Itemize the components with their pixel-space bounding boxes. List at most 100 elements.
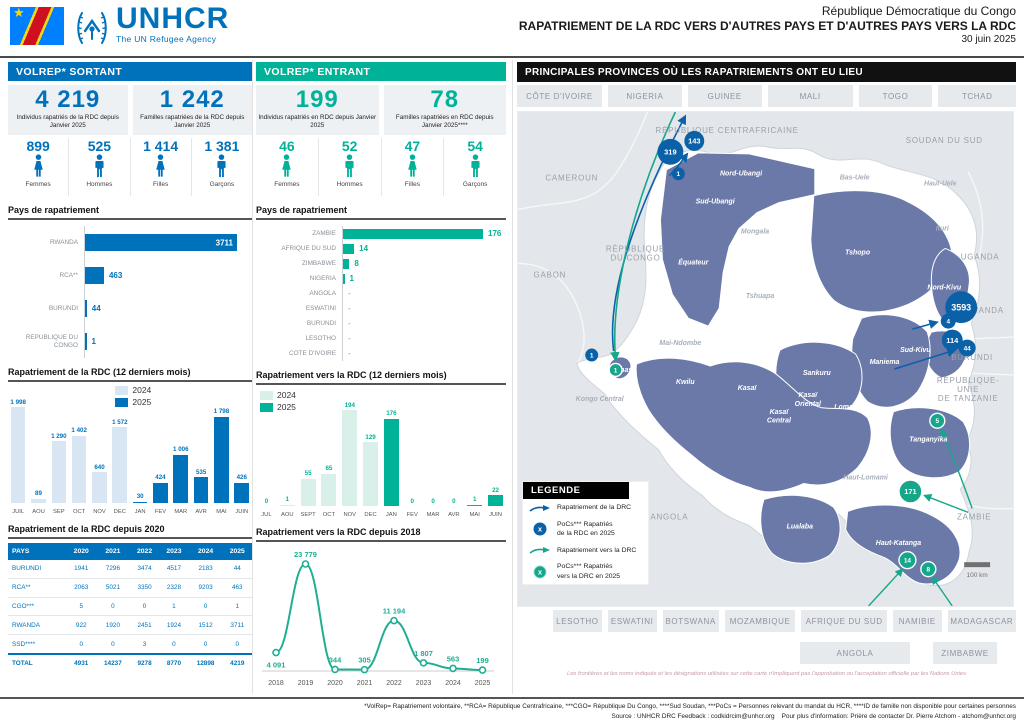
document-date: 30 juin 2025 [961,34,1017,45]
map-marker [940,313,956,329]
column-cell: 1 290 SEP [49,385,69,515]
poc-blue-icon: x [529,522,551,536]
hbar-track: - [342,331,506,346]
drc-flag: ★ [10,5,64,45]
table-cell: 5021 [95,578,130,598]
point-value-label: 305 [358,656,371,665]
hbar-category-label: NIGERIA [309,274,336,282]
unhcr-emblem-icon [77,12,107,44]
country-box: BOTSWANA [662,610,719,632]
legend-entry: 2024 [115,385,151,395]
column-cell: 0 FEV [402,388,423,519]
map-country-label: GABON [534,270,567,279]
table-row: CGO*** 5 0 0 1 0 1 [8,597,252,617]
map-marker-value: 114 [946,336,959,345]
map-marker [945,291,978,324]
map-province-label: Équateur [678,257,709,266]
column-month-label: NOV [343,512,356,518]
map-marker [684,130,705,151]
column-cell: 89 AOU [28,385,48,515]
point-value-label: 11 194 [383,607,406,616]
table-row: BURUNDI 1941 7296 3474 4517 2183 44 [8,560,252,579]
country-box: NAMIBIE [892,610,942,632]
map-marker [898,479,923,504]
column-cell: 129 DEC [360,388,381,518]
table-row: SSD**** 0 0 3 0 0 0 [8,634,252,655]
legend-label: 2024 [277,390,296,400]
demo-value: 46 [279,138,295,154]
map-province-label: Bas-Uele [840,175,870,182]
map-country-label: ANGOLA [650,512,688,521]
year-tick-label: 2024 [445,680,461,687]
legend-swatch [115,397,129,407]
hbar-value: 44 [91,304,101,313]
volrep-entrant-panel: VOLREP* ENTRANT 199 Individus rapatriés e… [256,58,506,701]
poc-teal-icon: x [529,564,551,579]
map-legend-title: LEGENDE [523,482,629,499]
column-month-label: FEV [154,509,167,515]
hbar-row: RWANDA 3711 [8,226,252,259]
year-tick-label: 2018 [268,680,284,687]
hbar-value: - [348,349,351,358]
table-cell: 2063 [66,578,96,598]
hbar-row: COTE D'IVOIRE - [256,346,506,361]
table-header-row: PAYS 2020 2021 2022 2023 2024 2025 [8,543,252,560]
column-value-label: 176 [386,410,397,418]
column-bar [173,454,189,503]
column-cell: 1 006 MAR [171,385,191,515]
table-cell: 1512 [188,615,223,636]
map-marker-value: 143 [688,137,700,146]
demo-label: Filles [153,181,169,188]
column-month-label: AOU [280,512,294,518]
column-month-label: OCT [322,512,336,518]
sortant-countries-title: Pays de rapatriement [8,205,252,220]
column-value-label: 1 402 [71,427,87,435]
header: ★ UNHCR The UN Refugee Agency République… [0,0,1024,56]
map-marker [929,412,946,429]
map-legend: LEGENDE Rapatriement de la DRC x PoCs*** R… [522,481,649,585]
hbar-value: - [348,319,351,328]
table-cell: 12898 [188,652,223,673]
table-cell: 0 [188,634,223,655]
legend-swatch [260,402,273,412]
hbar-value: - [348,304,351,313]
column-bar [234,482,250,503]
column-month-label: JAN [385,512,397,518]
sortant-monthly-chart: 2024 2025 1 998 JUIL 89 AOU 1 290 SEP 1 402 OCT 64… [8,385,252,515]
column-cell: 30 JAN [130,385,150,515]
map-province-label: Haut-Lomami [843,475,889,482]
map-country-label: RWANDA [964,306,1004,315]
stat-label: Familles rapatriées en RDC depuis Janvie… [395,114,494,130]
hbar-bar [343,258,350,269]
africa-map: 100 km RÉPUBLIQUE CENTRAFRICAINE SOUDAN D… [517,111,1014,607]
column-bar [363,442,379,506]
country-box: ESWATINI [607,610,657,632]
table-cell: CGO*** [8,597,67,617]
footer: *VolRep= Rapatriement volontaire, **RCA=… [0,697,1024,724]
map-marker [958,339,976,357]
column-value-label: 535 [195,468,207,476]
country-box: TCHAD [938,85,1016,107]
data-point [390,616,398,625]
map-marker-value: 8 [927,566,931,573]
map-marker-value: 44 [964,345,972,352]
map-country-label: RÉPUBLIQUE-UNIE DE TANZANIE [937,376,1000,403]
column-cell: 535 AVR [191,385,211,515]
table-cell: 1924 [159,615,189,636]
hbar-track: - [342,346,506,361]
map-marker [898,551,917,570]
female-person-icon [382,154,444,180]
hbar-value: 463 [108,271,123,280]
hbar-value: 3711 [215,238,233,247]
column-month-label: DEC [364,512,377,518]
column-cell: 1 402 OCT [69,385,89,515]
column-cell: 426 JUIN [232,385,252,515]
map-province-label: Kwilu [676,379,695,386]
hbar-bar [85,333,87,350]
country-box: MOZAMBIQUE [724,610,796,632]
table-cell: 0 [66,634,96,655]
country-box: GUINEE [687,85,762,107]
year-tick-label: 2025 [475,680,491,687]
table-header-cell: 2023 [159,543,189,560]
sortant-countries-chart: RWANDA 3711 RCA** 463 BURUNDI 44 REPUBLIQUE DU… [8,226,252,358]
